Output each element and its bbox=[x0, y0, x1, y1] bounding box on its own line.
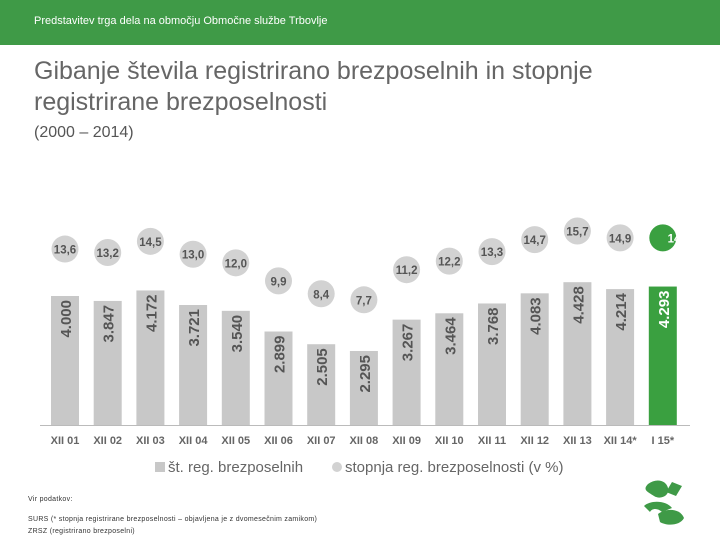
bar bbox=[349, 350, 378, 425]
legend-label-bars: št. reg. brezposelnih bbox=[168, 459, 303, 476]
rate-bubble bbox=[136, 227, 164, 255]
x-tick-label: XII 05 bbox=[221, 435, 250, 447]
rate-bubble bbox=[393, 256, 421, 284]
bar-value-label: 4.083 bbox=[528, 297, 545, 335]
rate-bubble bbox=[563, 217, 591, 245]
rate-value-label: 13,6 bbox=[54, 245, 76, 257]
bar-value-label: 4.293 bbox=[656, 291, 673, 329]
header-bar: Predstavitev trga dela na območju Območn… bbox=[0, 0, 720, 45]
rate-value-label: 14,5 bbox=[139, 237, 162, 249]
rate-value-label: 14,7 bbox=[524, 235, 546, 247]
rate-bubble bbox=[435, 247, 463, 275]
rate-value-label: 11,2 bbox=[396, 265, 418, 277]
x-tick-label: XII 08 bbox=[350, 435, 379, 447]
bar bbox=[93, 300, 122, 425]
rate-bubble bbox=[222, 249, 250, 277]
rate-bubble bbox=[521, 226, 549, 254]
organization-logo bbox=[644, 480, 684, 525]
bar bbox=[478, 303, 506, 425]
bar bbox=[520, 293, 549, 425]
bar bbox=[648, 286, 677, 425]
bar bbox=[606, 289, 635, 425]
rate-value-label: 13,3 bbox=[481, 247, 503, 259]
rate-value-label: 12,2 bbox=[438, 257, 460, 269]
legend-label-rate: stopnja reg. brezposelnosti (v %) bbox=[345, 459, 563, 476]
x-tick-label: XII 04 bbox=[179, 435, 209, 447]
bar bbox=[221, 310, 250, 425]
rate-value-label: 7,7 bbox=[356, 295, 372, 307]
bar-value-label: 3.721 bbox=[186, 309, 203, 347]
rate-bubble bbox=[649, 224, 677, 252]
rate-bubble bbox=[179, 240, 207, 268]
x-tick-label: XII 14* bbox=[604, 435, 638, 447]
rate-bubble bbox=[51, 235, 79, 263]
bar bbox=[563, 282, 592, 425]
bar bbox=[51, 296, 79, 425]
x-tick-label: XII 03 bbox=[136, 435, 165, 447]
x-tick-label: XII 12 bbox=[520, 435, 549, 447]
bar-value-label: 4.000 bbox=[58, 300, 75, 338]
bar-value-label: 4.172 bbox=[143, 294, 160, 332]
x-tick-label: I 15* bbox=[651, 435, 674, 447]
source-line: SURS (* stopnja registrirane brezposelno… bbox=[28, 516, 318, 523]
bar bbox=[435, 313, 464, 425]
bar-value-label: 3.540 bbox=[229, 315, 246, 353]
legend-swatch-rate bbox=[332, 462, 342, 472]
rate-value-label: 13,2 bbox=[97, 248, 119, 260]
bar-value-label: 3.768 bbox=[485, 307, 502, 345]
rate-value-label: 13,0 bbox=[182, 250, 204, 262]
bar-value-label: 2.505 bbox=[314, 348, 331, 386]
rate-value-label: 15,7 bbox=[566, 227, 588, 239]
x-tick-label: XII 10 bbox=[435, 435, 464, 447]
bar-value-label: 3.464 bbox=[442, 317, 459, 355]
rate-value-label: 9,9 bbox=[271, 276, 287, 288]
rate-value-label: 14,9 bbox=[609, 233, 631, 245]
bar bbox=[307, 344, 336, 425]
rate-value-label: 12,0 bbox=[225, 258, 247, 270]
rate-bubble bbox=[265, 267, 292, 295]
bar-value-label: 2.899 bbox=[272, 336, 289, 374]
rate-bubble bbox=[307, 280, 335, 308]
source-block: Vir podatkov: SURS (* stopnja registrira… bbox=[28, 494, 317, 538]
x-tick-label: XII 02 bbox=[93, 435, 122, 447]
x-tick-label: XII 11 bbox=[478, 435, 506, 447]
bar bbox=[392, 319, 421, 425]
x-tick-label: XII 09 bbox=[392, 435, 421, 447]
rate-bubble bbox=[478, 238, 506, 266]
rate-bubble bbox=[606, 224, 634, 252]
bar bbox=[136, 290, 165, 425]
page-title: Gibanje števila registrirano brezposelni… bbox=[34, 57, 593, 116]
bar-value-label: 2.295 bbox=[357, 355, 374, 393]
bar-value-label: 4.428 bbox=[570, 286, 587, 324]
bar bbox=[179, 304, 208, 425]
x-tick-label: XII 07 bbox=[307, 435, 336, 447]
page-subtitle: (2000 – 2014) bbox=[34, 124, 134, 141]
bar bbox=[264, 331, 293, 425]
legend-swatch-bars bbox=[155, 462, 165, 472]
source-head: Vir podatkov: bbox=[28, 496, 73, 503]
x-tick-label: XII 13 bbox=[563, 435, 592, 447]
rate-bubble bbox=[350, 286, 378, 314]
rate-value-label: 8,4 bbox=[313, 289, 330, 301]
bar-value-label: 4.214 bbox=[613, 292, 630, 330]
header-text: Predstavitev trga dela na območju Območn… bbox=[34, 15, 328, 27]
bar-value-label: 3.267 bbox=[400, 324, 417, 362]
source-line: ZRSZ (registrirano brezposelni) bbox=[28, 528, 135, 535]
x-tick-label: XII 01 bbox=[51, 435, 80, 447]
x-tick-label: XII 06 bbox=[264, 435, 293, 447]
bar-value-label: 3.847 bbox=[101, 305, 118, 343]
rate-value-label: 14,9 bbox=[668, 233, 690, 245]
rate-bubble bbox=[94, 238, 122, 266]
